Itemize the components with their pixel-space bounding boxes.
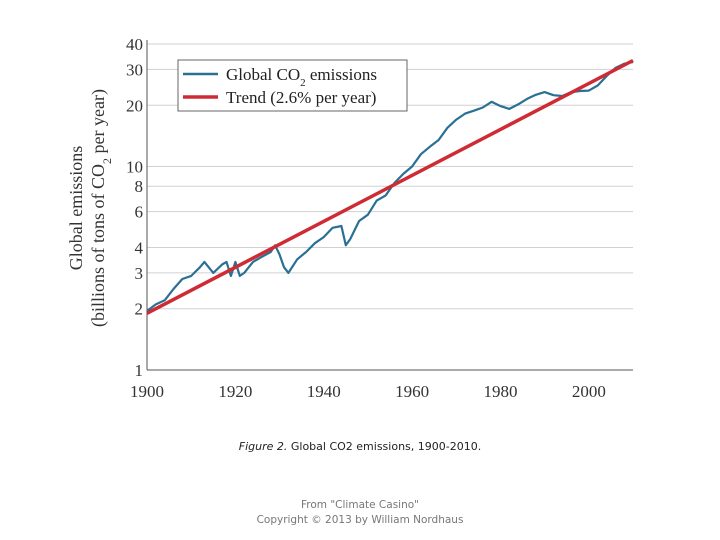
- figure-caption-text: Global CO2 emissions, 1900-2010.: [287, 440, 482, 453]
- x-tick-labels: 1900 1920 1940 1960 1980 2000: [130, 382, 606, 401]
- y-axis-label: Global emissions (billions of tons of CO…: [66, 89, 114, 327]
- figure-caption-label: Figure 2.: [238, 440, 288, 453]
- legend-label-trend: Trend (2.6% per year): [226, 88, 376, 107]
- legend: Global CO2 emissions Trend (2.6% per yea…: [177, 59, 408, 112]
- y-tick-label: 10: [126, 158, 143, 177]
- y-tick-label: 20: [126, 96, 143, 115]
- y-tick-label: 2: [135, 300, 144, 319]
- credit-source: From "Climate Casino": [301, 499, 419, 511]
- x-tick-label: 1960: [395, 382, 429, 401]
- x-tick-label: 1940: [307, 382, 341, 401]
- legend-box: [177, 59, 408, 112]
- series-lines: [146, 58, 634, 315]
- figure-caption: Figure 2. Global CO2 emissions, 1900-201…: [0, 440, 720, 453]
- y-tick-label: 3: [135, 264, 144, 283]
- y-axis-label-line1: Global emissions: [66, 146, 86, 271]
- x-tick-label: 1900: [130, 382, 164, 401]
- x-tick-label: 1980: [483, 382, 517, 401]
- x-tick-label: 2000: [572, 382, 606, 401]
- axes: [146, 40, 633, 371]
- y-tick-label: 40: [126, 35, 143, 54]
- y-tick-label: 1: [135, 361, 144, 380]
- credit: From "Climate Casino" Copyright © 2013 b…: [0, 498, 720, 528]
- y-tick-labels: 1 2 3 4 6 810 20 30 40: [126, 35, 144, 380]
- credit-copyright: Copyright © 2013 by William Nordhaus: [256, 514, 464, 526]
- series-trend-line: [146, 58, 634, 315]
- y-tick-label: 8: [135, 177, 144, 196]
- series-emissions-line: [146, 61, 634, 312]
- y-tick-label: 6: [135, 203, 144, 222]
- y-tick-label: 4: [135, 238, 144, 257]
- x-tick-label: 1920: [218, 382, 252, 401]
- legend-label-emissions: Global CO2 emissions: [226, 65, 377, 89]
- y-axis-label-line2: (billions of tons of CO2 per year): [88, 89, 114, 327]
- y-tick-label: 30: [126, 60, 143, 79]
